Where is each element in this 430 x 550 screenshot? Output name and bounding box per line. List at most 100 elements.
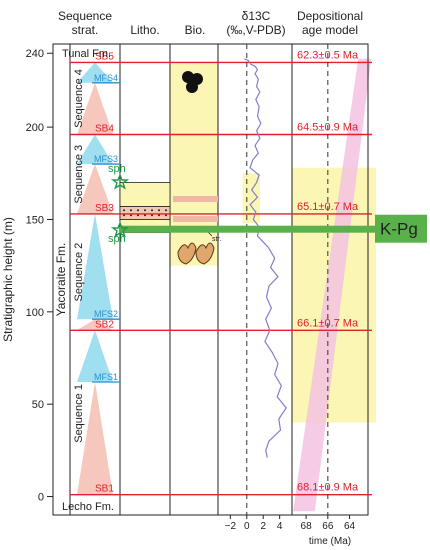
sequence-label-1: Sequence 1 [73, 384, 85, 443]
sequence-label-2: Sequence 2 [73, 243, 85, 302]
stromatolite-blob-1 [182, 71, 194, 83]
litho-dot-7 [123, 214, 125, 217]
header-bio: Bio. [185, 23, 206, 37]
stromatolite-symbol [182, 71, 203, 93]
red-triangle-4 [77, 82, 113, 135]
footprint-symbols [177, 242, 215, 265]
d13c-tick-label-2: 2 [260, 521, 266, 532]
y-tick-label-200: 200 [26, 122, 44, 134]
y-tick-label-0: 0 [38, 492, 44, 504]
time-axis-label: time (Ma) [309, 536, 351, 547]
sph-label-upper: sph [108, 163, 126, 175]
column-headers: Sequence strat. Litho. Bio. δ13C (‰,V-PD… [58, 9, 363, 37]
footprint-icon-1 [177, 242, 197, 265]
kpg-band [120, 225, 380, 233]
age-label-4: 68.1±0.9 Ma [297, 482, 359, 494]
time-tick-label-0: 68 [301, 521, 313, 532]
frame-age [291, 43, 369, 516]
kpg-label: K-Pg [380, 220, 418, 239]
litho-dot-4 [151, 209, 153, 212]
blue-triangle-2 [77, 213, 113, 320]
footprint-icon-2 [195, 242, 215, 265]
header-d13c-units: (‰,V-PDB) [226, 23, 285, 37]
sequence-labels: Sequence 4 Sequence 3 Sequence 2 Sequence 1 [73, 69, 85, 443]
formation-label-tunal: Tunal Fm. [62, 48, 111, 60]
header-sequence-strat-line1: Sequence [58, 9, 112, 23]
mfs-labels: MFS4 MFS3 MFS2 MFS1 [92, 73, 120, 383]
mfs-label-MFS2: MFS2 [94, 309, 118, 319]
str-label: str. [212, 236, 221, 243]
d13c-series-line [244, 58, 287, 458]
red-band-upper [173, 196, 218, 202]
d13c-curve [244, 58, 287, 458]
formation-label-yacoraite: Yacoraite Fm. [54, 243, 68, 317]
d13c-tick-label-1: 0 [244, 521, 250, 532]
litho-dot-13 [165, 214, 167, 217]
blue-triangle-4 [77, 62, 113, 83]
header-sequence-strat-line2: strat. [72, 23, 99, 37]
sb-label-SB2: SB2 [95, 319, 114, 330]
age-label-1: 64.5±0.9 Ma [297, 122, 359, 134]
blue-triangle-1 [77, 330, 113, 383]
header-litho: Litho. [130, 23, 159, 37]
age-label-3: 66.1±0.7 Ma [297, 317, 359, 329]
litho-dot-0 [123, 209, 125, 212]
litho-yellow-layer [119, 182, 171, 207]
sequence-triangles [77, 62, 113, 495]
litho-dot-12 [158, 214, 160, 217]
d13c-tick-label-3: 4 [277, 521, 283, 532]
sequence-boundary-lines [70, 61, 372, 496]
sb-label-SB5: SB5 [95, 51, 114, 62]
litho-dot-6 [165, 209, 167, 212]
sb-labels: SB5 SB4 SB3 SB2 SB1 [95, 51, 114, 494]
age-label-0: 62.3±0.5 Ma [297, 49, 359, 61]
header-d13c: δ13C [242, 9, 271, 23]
time-tick-label-2: 64 [344, 521, 356, 532]
time-tick-label-1: 66 [322, 521, 334, 532]
y-axis-label: Stratigraphic height (m) [1, 217, 15, 342]
sph-markers: sph sph [108, 163, 130, 245]
frame-d13c [217, 43, 293, 516]
litho-dot-11 [151, 214, 153, 217]
red-triangle-1 [77, 382, 113, 495]
age-model-band [293, 58, 372, 512]
sph-star-upper [110, 173, 130, 190]
blue-triangle-3 [77, 134, 113, 165]
y-tick-label-240: 240 [26, 48, 44, 60]
litho-dot-8 [130, 214, 132, 217]
column-frames [52, 43, 369, 516]
litho-dot-1 [130, 209, 132, 212]
litho-dot-5 [158, 209, 160, 212]
litho-dot-9 [137, 214, 139, 217]
header-age-model: Depositional [297, 9, 363, 23]
kpg-label-box [375, 214, 427, 243]
sph-star-lower [110, 221, 130, 238]
age-label-2: 65.1±0.7 Ma [297, 201, 359, 213]
bio-symbols: str. [173, 71, 221, 265]
litho-dot-10 [144, 214, 146, 217]
mfs-label-MFS3: MFS3 [94, 154, 118, 164]
stromatolite-blob-3 [186, 81, 198, 93]
y-axis: 0 50 100 150 200 240 [26, 44, 54, 515]
header-age-model-line2: age model [302, 23, 358, 37]
frame-litho [119, 43, 171, 516]
litho-dot-2 [137, 209, 139, 212]
sequence-label-4: Sequence 4 [73, 69, 85, 128]
formation-labels: Tunal Fm. Lecho Fm. Yacoraite Fm. [54, 48, 114, 513]
red-band-lower [173, 216, 218, 222]
litho-pink-layer [119, 206, 171, 220]
d13c-tick-label-0: −2 [225, 521, 237, 532]
sb-label-SB3: SB3 [95, 203, 114, 214]
formation-label-lecho: Lecho Fm. [62, 501, 114, 513]
mfs-label-MFS4: MFS4 [94, 73, 118, 83]
x-axes: −2 0 2 4 68 66 64 [225, 515, 356, 532]
litho-dot-3 [144, 209, 146, 212]
sb-label-SB4: SB4 [95, 124, 114, 135]
red-triangle-3 [77, 164, 113, 214]
sb-label-SB1: SB1 [95, 484, 114, 495]
red-triangle-2 [77, 319, 113, 331]
sequence-label-3: Sequence 3 [73, 145, 85, 204]
age-labels: 62.3±0.5 Ma 64.5±0.9 Ma 65.1±0.7 Ma 66.1±0.… [297, 49, 359, 493]
mfs-label-MFS1: MFS1 [94, 372, 118, 382]
